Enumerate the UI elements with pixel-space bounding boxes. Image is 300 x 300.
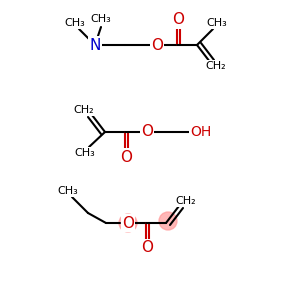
Circle shape (159, 212, 177, 230)
Text: CH₃: CH₃ (64, 18, 86, 28)
Text: O: O (122, 215, 134, 230)
Text: CH₃: CH₃ (75, 148, 95, 158)
Text: O: O (121, 149, 133, 164)
Text: CH₃: CH₃ (207, 18, 227, 28)
Text: N: N (89, 38, 101, 52)
Circle shape (119, 214, 137, 232)
Text: CH₂: CH₂ (74, 105, 94, 115)
Text: O: O (172, 13, 184, 28)
Text: O: O (151, 38, 163, 52)
Text: O: O (141, 124, 153, 140)
Text: CH₃: CH₃ (91, 14, 111, 24)
Text: CH₃: CH₃ (58, 186, 78, 196)
Text: CH₂: CH₂ (206, 61, 226, 71)
Text: OH: OH (190, 125, 212, 139)
Text: CH₂: CH₂ (176, 196, 196, 206)
Text: O: O (142, 241, 154, 256)
